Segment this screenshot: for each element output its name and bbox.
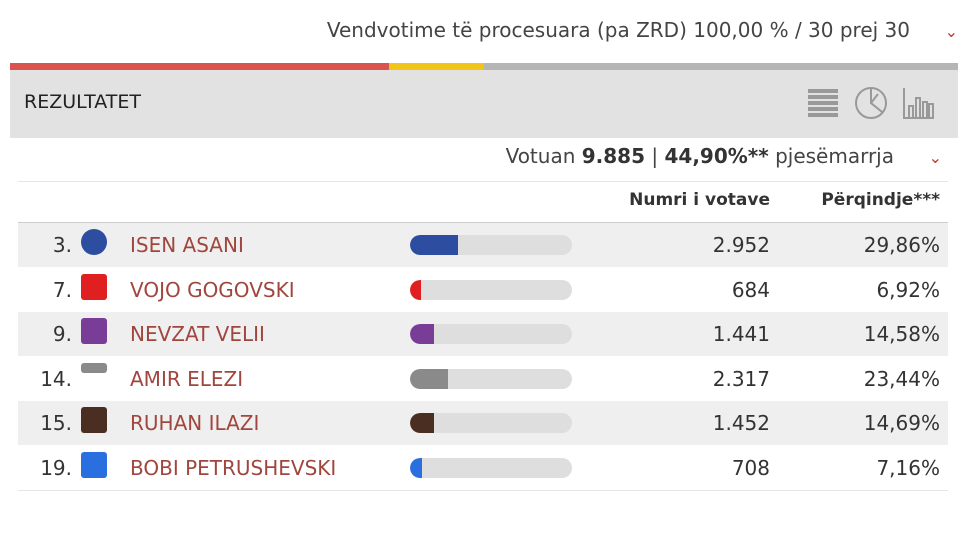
- chevron-down-icon[interactable]: ⌄: [928, 148, 942, 167]
- vote-share-fill: [410, 413, 434, 433]
- pie-chart-icon[interactable]: [854, 86, 888, 120]
- processing-progress-bar: [10, 63, 958, 70]
- turnout-summary: Votuan 9.885 | 44,90%** pjesëmarrja: [506, 144, 894, 168]
- candidate-name[interactable]: ISEN ASANI: [130, 233, 244, 257]
- vote-percent: 23,44%: [863, 366, 940, 391]
- vote-share-fill: [410, 368, 448, 389]
- candidate-name[interactable]: VOJO GOGOVSKI: [130, 277, 295, 302]
- vote-count: 2.317: [712, 366, 770, 391]
- vote-count: 684: [731, 277, 770, 302]
- bar-chart-icon[interactable]: [902, 86, 936, 120]
- vote-count: 2.952: [712, 233, 770, 257]
- party-logo-icon: [81, 273, 107, 300]
- turnout-separator: |: [651, 144, 659, 168]
- vote-share-bar: [410, 279, 572, 300]
- vote-share-fill: [410, 324, 434, 344]
- vote-share-bar: [410, 324, 572, 344]
- turnout-votes: 9.885: [581, 144, 646, 168]
- vote-count: 708: [731, 455, 770, 480]
- list-view-icon[interactable]: [806, 86, 840, 120]
- chevron-down-icon[interactable]: ⌄: [944, 22, 958, 41]
- table-row[interactable]: 3. ISEN ASANI 2.952 29,86%: [18, 223, 948, 267]
- vote-share-bar: [410, 235, 572, 255]
- list-number: 7.: [52, 277, 72, 302]
- turnout-suffix: pjesëmarrja: [775, 144, 894, 168]
- table-row[interactable]: 7. VOJO GOGOVSKI 684 6,92%: [18, 268, 948, 312]
- list-number: 9.: [52, 322, 72, 346]
- divider: [18, 222, 948, 223]
- vote-share-bar: [410, 368, 572, 389]
- candidate-name[interactable]: AMIR ELEZI: [130, 366, 244, 391]
- results-header: REZULTATET: [10, 70, 958, 138]
- party-logo-icon: [81, 229, 107, 255]
- divider: [18, 490, 948, 491]
- vote-count: 1.441: [712, 322, 770, 346]
- divider: [18, 181, 948, 182]
- candidate-name[interactable]: RUHAN ILAZI: [130, 411, 260, 435]
- progress-red: [10, 63, 390, 70]
- column-header-votes[interactable]: Numri i votave: [629, 190, 770, 210]
- vote-percent: 6,92%: [876, 277, 940, 302]
- table-row[interactable]: 15. RUHAN ILAZI 1.452 14,69%: [18, 401, 948, 445]
- party-logo-icon: [81, 318, 107, 344]
- party-logo-icon: [81, 362, 107, 373]
- list-number: 15.: [40, 411, 72, 435]
- vote-percent: 29,86%: [863, 233, 940, 257]
- vote-share-fill: [410, 279, 422, 300]
- table-row[interactable]: 14. AMIR ELEZI 2.317 23,44%: [18, 357, 948, 401]
- vote-percent: 14,69%: [863, 411, 940, 435]
- vote-share-fill: [410, 457, 422, 478]
- vote-percent: 14,58%: [863, 322, 940, 346]
- column-header-percent[interactable]: Përqindje***: [821, 190, 940, 210]
- candidate-name[interactable]: NEVZAT VELII: [130, 322, 265, 346]
- vote-share-bar: [410, 457, 572, 478]
- party-logo-icon: [81, 407, 107, 433]
- list-number: 3.: [52, 233, 72, 257]
- vote-share-bar: [410, 413, 572, 433]
- progress-yellow: [389, 63, 484, 70]
- turnout-percent: 44,90%**: [664, 144, 769, 168]
- table-row[interactable]: 19. BOBI PETRUSHEVSKI 708 7,16%: [18, 446, 948, 490]
- list-number: 19.: [40, 455, 72, 480]
- vote-percent: 7,16%: [876, 455, 940, 480]
- candidate-name[interactable]: BOBI PETRUSHEVSKI: [130, 455, 337, 480]
- list-number: 14.: [40, 366, 72, 391]
- vote-count: 1.452: [712, 411, 770, 435]
- processed-stations-text: Vendvotime të procesuara (pa ZRD) 100,00…: [326, 18, 910, 42]
- results-title: REZULTATET: [24, 91, 141, 113]
- table-row[interactable]: 9. NEVZAT VELII 1.441 14,58%: [18, 312, 948, 356]
- vote-share-fill: [410, 235, 459, 255]
- turnout-prefix: Votuan: [505, 144, 576, 168]
- party-logo-icon: [81, 451, 107, 478]
